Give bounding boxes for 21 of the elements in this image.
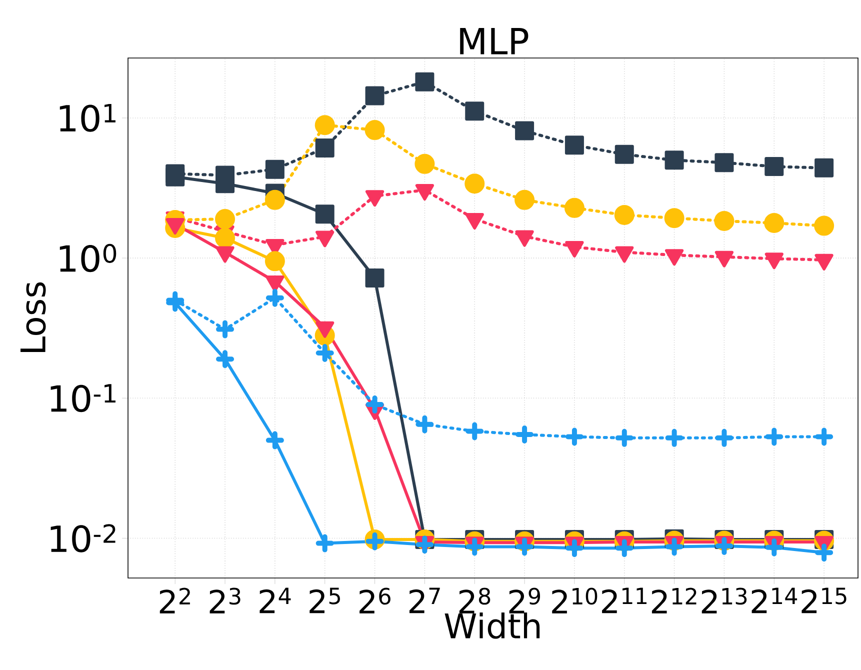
x-tick-label: 2$^{3}$ bbox=[210, 588, 240, 614]
x-tick-label: 2$^{6}$ bbox=[360, 588, 390, 614]
x-tick-label: 2$^{15}$ bbox=[802, 588, 846, 614]
y-tick-label: 10$^{0}$ bbox=[60, 244, 116, 272]
x-tick-label: 2$^{7}$ bbox=[409, 588, 440, 614]
x-tick-label: 2$^{5}$ bbox=[310, 588, 340, 614]
x-tick-label: 2$^{10}$ bbox=[552, 588, 598, 614]
x-tick-label: 2$^{13}$ bbox=[702, 588, 747, 614]
x-tick-label: 2$^{4}$ bbox=[260, 588, 291, 614]
x-tick-label: 2$^{8}$ bbox=[459, 588, 490, 614]
x-axis-title: Width bbox=[444, 612, 540, 639]
y-tick-label: 10$^{-2}$ bbox=[50, 524, 116, 552]
x-tick-label: 2$^{11}$ bbox=[602, 588, 646, 614]
y-tick-label: 10$^{-1}$ bbox=[50, 384, 116, 412]
y-axis-title: Loss bbox=[20, 282, 46, 352]
x-tick-label: 2$^{12}$ bbox=[652, 588, 696, 614]
chart-title: MLP bbox=[460, 28, 528, 54]
x-tick-label: 2$^{14}$ bbox=[752, 588, 798, 614]
x-tick-label: 2$^{2}$ bbox=[160, 588, 190, 614]
x-tick-label: 2$^{9}$ bbox=[509, 588, 540, 614]
y-tick-label: 10$^{1}$ bbox=[60, 104, 116, 132]
